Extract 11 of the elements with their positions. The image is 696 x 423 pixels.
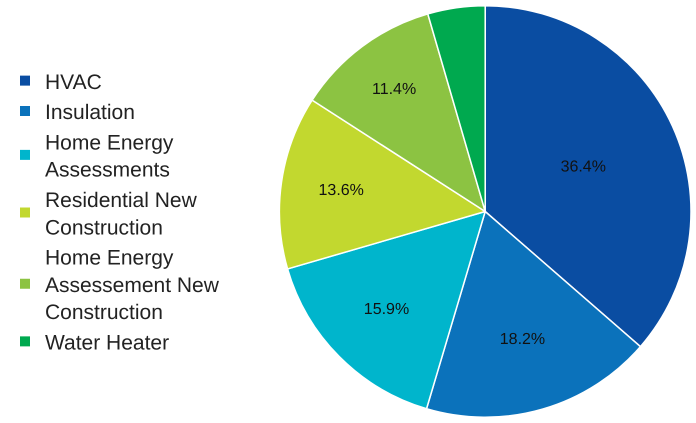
data-label: 36.4% bbox=[560, 158, 606, 176]
legend-label: Residential New Construction bbox=[45, 189, 198, 240]
data-label: 13.6% bbox=[318, 182, 364, 200]
legend-label: HVAC bbox=[45, 70, 102, 94]
data-label: 18.2% bbox=[500, 331, 546, 348]
legend-label: Home Energy Assessement New Construction bbox=[45, 246, 220, 324]
legend-label: Water Heater bbox=[45, 332, 170, 355]
data-label: 15.9% bbox=[364, 301, 410, 318]
data-label: 11.4% bbox=[372, 80, 416, 98]
legend-label: Insulation bbox=[45, 101, 135, 124]
legend-label: Home Energy Assessments bbox=[45, 131, 174, 182]
